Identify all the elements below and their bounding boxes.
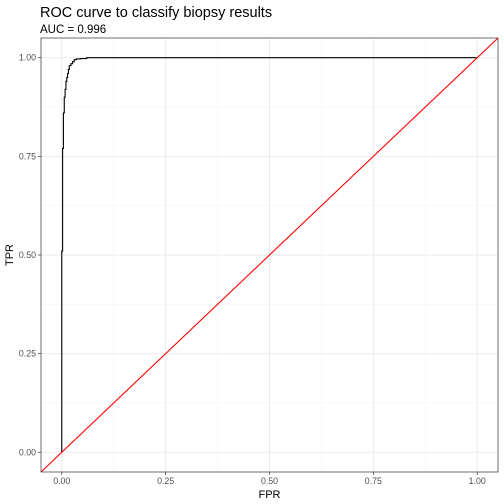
x-tick-label: 1.00 <box>469 476 486 486</box>
y-tick-label: 0.50 <box>19 250 36 260</box>
series-layer <box>41 38 498 472</box>
y-axis: 0.00 0.25 0.50 0.75 1.00 <box>19 53 41 457</box>
y-tick-label: 1.00 <box>19 53 36 63</box>
roc-curve-line <box>61 57 478 453</box>
y-axis-title: TPR <box>4 244 16 266</box>
chart-title: ROC curve to classify biopsy results <box>40 5 272 21</box>
x-axis: 0.00 0.25 0.50 0.75 1.00 <box>53 472 486 486</box>
reference-diagonal-line <box>41 38 498 472</box>
x-tick-label: 0.50 <box>261 476 278 486</box>
x-axis-title: FPR <box>259 489 281 501</box>
x-tick-label: 0.25 <box>157 476 174 486</box>
y-tick-label: 0.25 <box>19 349 36 359</box>
y-tick-label: 0.75 <box>19 151 36 161</box>
x-tick-label: 0.00 <box>53 476 70 486</box>
x-tick-label: 0.75 <box>365 476 382 486</box>
chart-subtitle: AUC = 0.996 <box>40 24 106 36</box>
y-tick-label: 0.00 <box>19 447 36 457</box>
